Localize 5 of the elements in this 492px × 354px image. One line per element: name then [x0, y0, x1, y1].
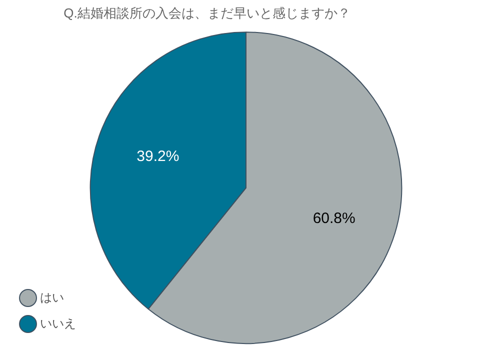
- legend-label: いいえ: [40, 316, 76, 330]
- legend-label: はい: [40, 290, 64, 304]
- data-label: 39.2%: [136, 148, 180, 165]
- chart-title: Q.結婚相談所の入会は、まだ早いと感じますか？: [64, 5, 350, 20]
- data-label: 60.8%: [312, 210, 356, 228]
